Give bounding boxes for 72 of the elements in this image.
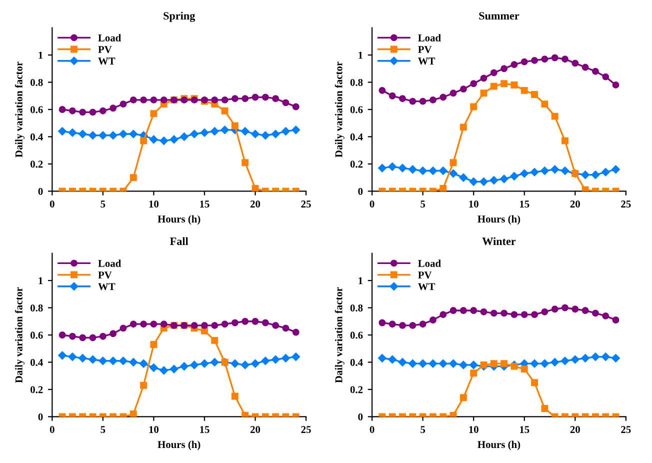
x-tick-label: 10 [469,426,478,434]
x-tick-label: 0 [50,200,54,208]
x-tick-label: 0 [50,426,54,434]
legend-label: WT [418,283,436,290]
y-tick-label: 0.6 [350,332,363,339]
y-tick-label: 0 [38,413,43,420]
x-tick-label: 20 [250,200,260,208]
chart-title: Summer [479,12,520,20]
y-tick-label: 0.8 [350,78,363,86]
x-axis-title: Hours (h) [158,440,200,450]
x-tick-label: 20 [570,200,580,208]
y-axis-title: Daily variation factor [14,62,25,158]
y-tick-label: 0 [358,188,363,195]
x-tick-label: 15 [200,200,210,208]
y-tick-label: 0.2 [350,160,363,168]
x-tick-label: 25 [621,426,631,434]
x-tick-label: 25 [301,200,311,208]
x-axis-title: Hours (h) [158,215,200,225]
x-tick-label: 10 [149,200,159,208]
legend-label: PV [418,272,432,279]
x-tick-label: 5 [420,426,426,434]
y-tick-label: 1 [38,52,43,59]
legend-label: PV [98,272,112,279]
legend-label: PV [98,46,112,54]
y-tick-label: 0.6 [30,332,43,339]
legend-label: WT [418,58,436,65]
chart-title: Spring [164,12,196,22]
y-tick-label: 0.6 [30,106,43,114]
y-tick-label: 0 [38,188,43,195]
y-tick-label: 0.4 [30,133,43,140]
y-tick-label: 0.4 [350,358,363,366]
y-tick-label: 0 [358,413,363,420]
chart-title: Fall [170,237,188,246]
legend-label: Load [98,260,122,267]
x-tick-label: 15 [200,426,210,434]
legend-label: PV [418,46,432,54]
x-tick-label: 25 [621,200,631,208]
x-tick-label: 5 [100,200,106,208]
y-tick-label: 0.8 [30,78,43,86]
x-tick-label: 10 [149,426,159,434]
x-tick-label: 5 [420,200,426,208]
x-tick-label: 20 [250,426,260,434]
x-tick-label: 15 [520,426,530,434]
y-tick-label: 0.2 [30,160,43,168]
x-tick-label: 0 [370,426,374,434]
y-tick-label: 1 [358,52,362,59]
y-tick-label: 0.2 [30,386,43,394]
legend-label: Load [418,34,441,42]
y-tick-label: 0.8 [350,304,363,312]
y-tick-label: 0.4 [30,358,43,366]
legend-label: WT [98,283,116,290]
x-tick-label: 20 [570,426,580,434]
legend-label: WT [98,58,116,65]
x-tick-label: 25 [301,426,311,434]
x-tick-label: 10 [469,200,478,208]
legend-label: Load [98,34,122,42]
y-tick-label: 0.4 [350,133,363,140]
y-tick-label: 1 [38,277,43,284]
x-axis-title: Hours (h) [478,440,520,450]
y-tick-label: 0.8 [30,304,43,312]
x-tick-label: 0 [370,200,374,208]
y-axis-title: Daily variation factor [14,287,25,383]
y-tick-label: 1 [358,277,362,284]
y-axis-title: Daily variation factor [334,62,344,158]
x-axis-title: Hours (h) [478,215,520,225]
y-tick-label: 0.6 [350,106,363,114]
x-tick-label: 5 [100,426,106,434]
chart-title: Winter [482,237,516,246]
x-tick-label: 15 [520,200,530,208]
legend-label: Load [418,260,441,267]
y-tick-label: 0.2 [350,386,363,394]
y-axis-title: Daily variation factor [334,287,344,383]
